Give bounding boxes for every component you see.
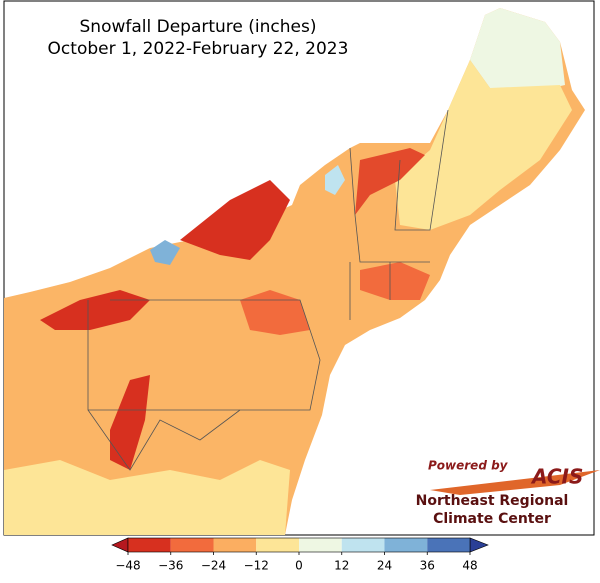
maine-pale [395, 60, 572, 230]
state-borders [87, 109, 449, 471]
map-title: Snowfall Departure (inches) [80, 17, 317, 37]
red-ny [180, 180, 290, 260]
red-wv [110, 375, 150, 470]
colorbar-tick-label: 48 [462, 559, 477, 573]
colorbar-bin [213, 538, 257, 552]
colorbar-bin [128, 538, 171, 552]
colorbar-tick-label: −24 [201, 559, 226, 573]
logo-swoosh [430, 470, 600, 495]
colorbar-bin [299, 538, 342, 552]
colorbar-under [111, 537, 129, 553]
map [4, 8, 585, 535]
logo: Powered by ACIS Northeast Regional Clima… [416, 459, 600, 527]
colorbar-tick-label: 24 [377, 559, 392, 573]
red-vt [355, 148, 425, 215]
logo-line1: Northeast Regional [416, 493, 569, 509]
north-maine [470, 8, 565, 95]
colorbar-tick-label: 12 [334, 559, 349, 573]
colorbar-tick-label: 0 [295, 559, 303, 573]
colorbar: −48 −36 −24 −12 0 12 24 36 48 [111, 537, 489, 573]
colorbar-over [469, 537, 489, 553]
red-pa [240, 290, 310, 335]
colorbar-bin [170, 538, 214, 552]
colorbar-tick-label: −36 [158, 559, 183, 573]
colorbar-bin [341, 538, 385, 552]
colorbar-tick-label: −48 [115, 559, 140, 573]
colorbar-tick-label: −12 [244, 559, 269, 573]
colorbar-tick-label: 36 [420, 559, 435, 573]
logo-powered: Powered by [428, 459, 509, 473]
red-ma [360, 262, 430, 300]
logo-line2: Climate Center [433, 511, 551, 527]
blue-lake-effect [150, 240, 180, 265]
colorbar-bin [384, 538, 428, 552]
map-subtitle: October 1, 2022-February 22, 2023 [48, 39, 349, 59]
south-pale [4, 460, 290, 535]
logo-acis: ACIS [530, 465, 583, 489]
colorbar-bin [427, 538, 470, 552]
blue-champlain [325, 165, 345, 195]
colorbar-bin [256, 538, 299, 552]
